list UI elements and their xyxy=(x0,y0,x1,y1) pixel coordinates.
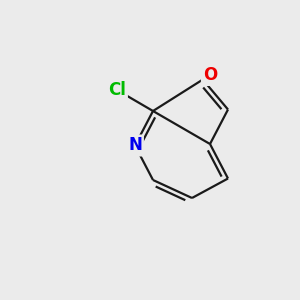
Text: N: N xyxy=(128,136,142,154)
Text: Cl: Cl xyxy=(108,81,126,99)
Text: O: O xyxy=(203,66,217,84)
